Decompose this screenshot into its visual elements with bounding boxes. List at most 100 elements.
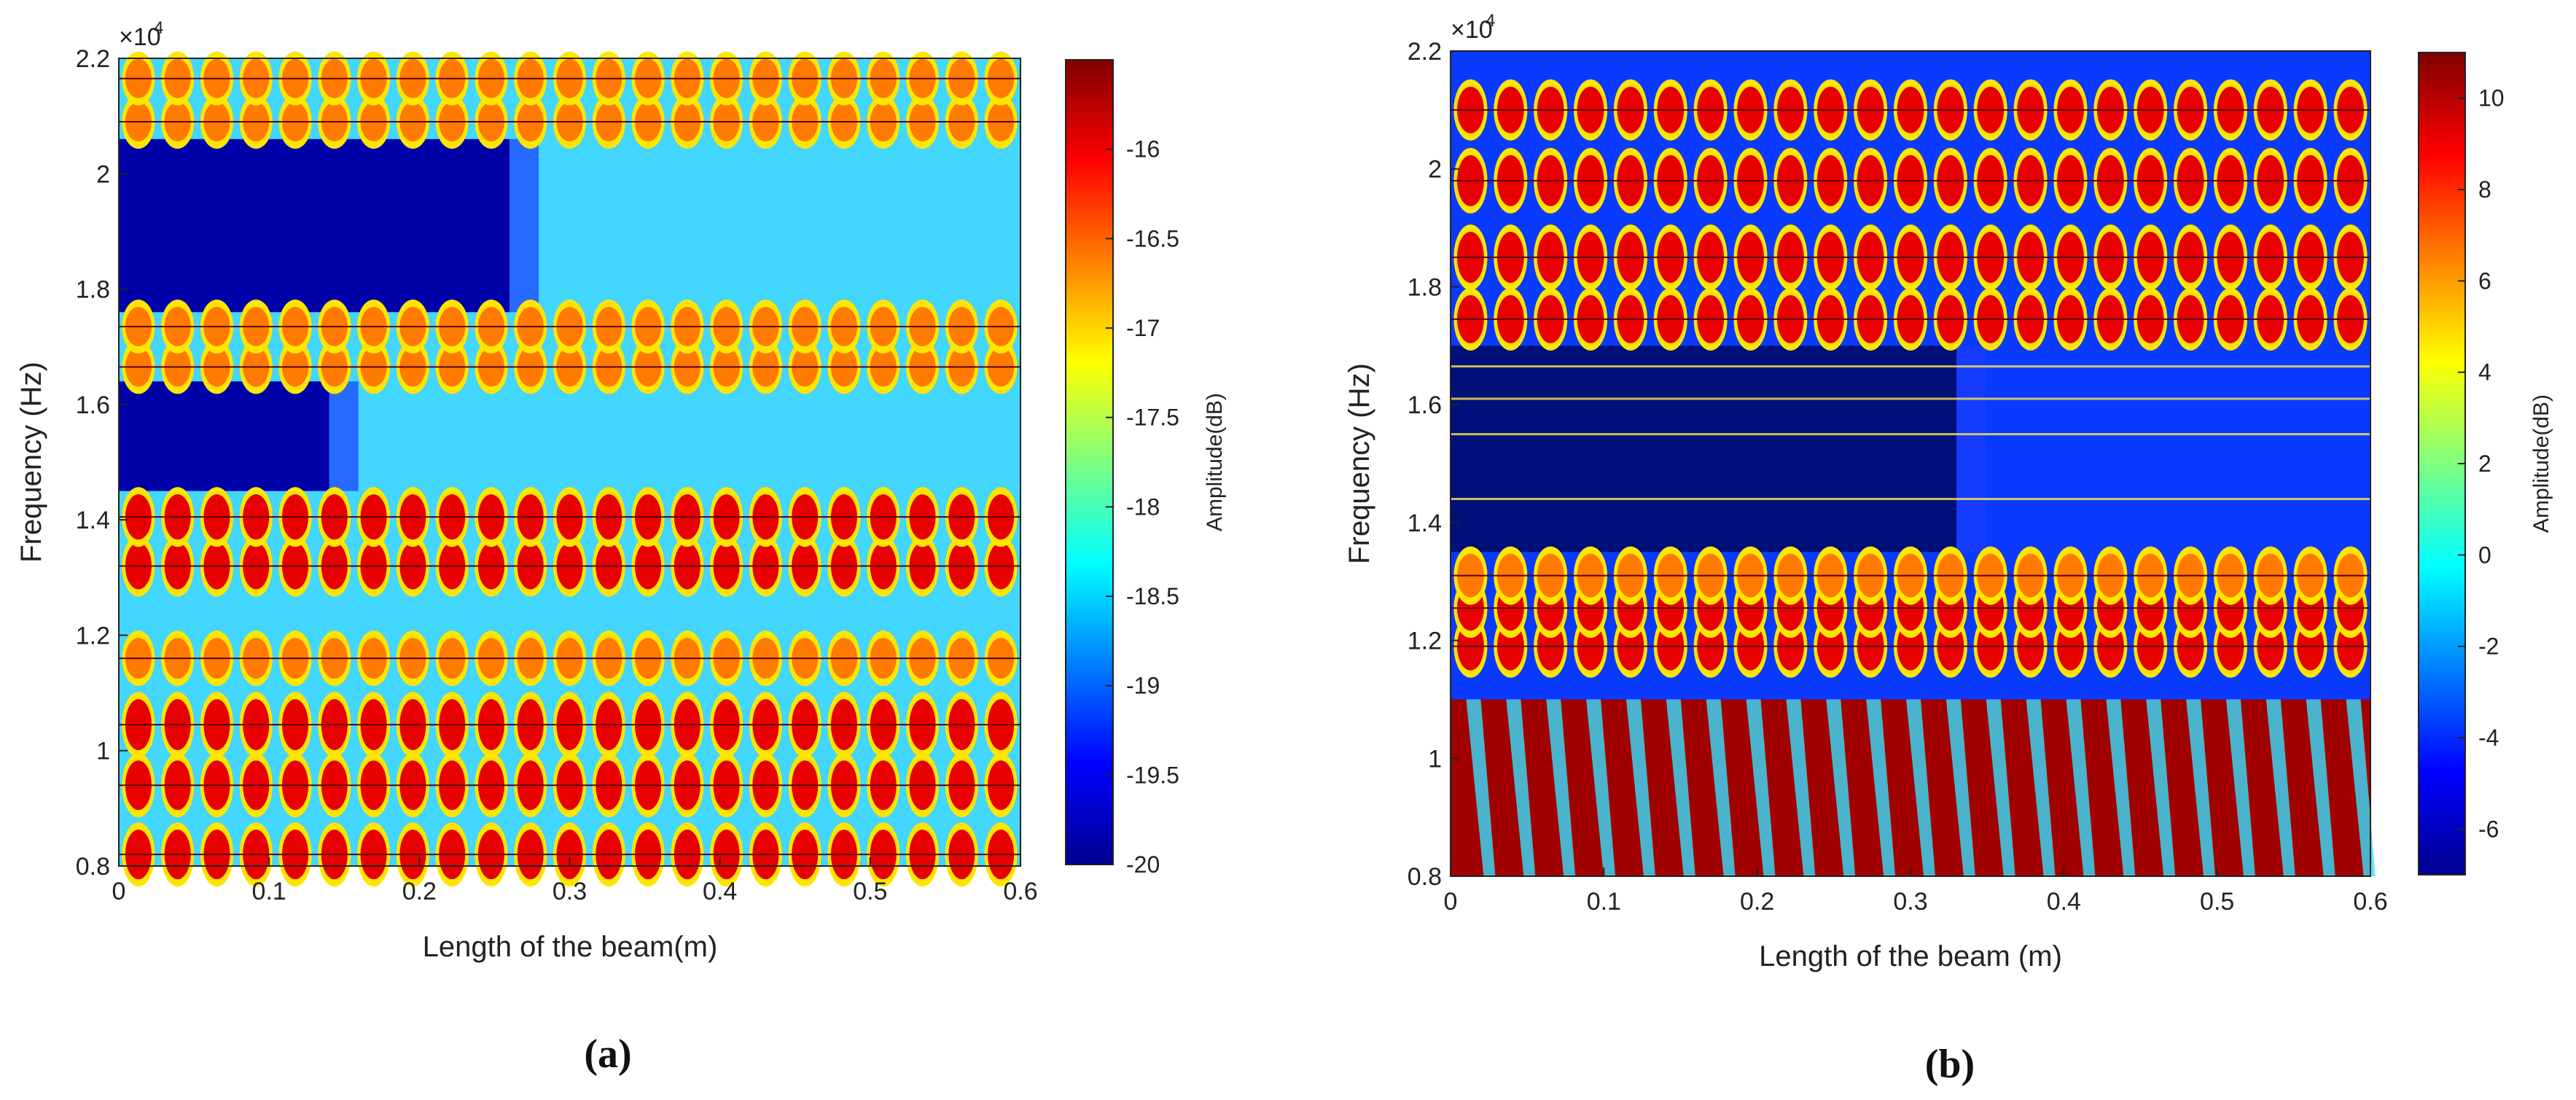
panel-b-colorbar-tick-label: -4 [2478, 725, 2499, 751]
panel-a-axes: 0 0.1 0.2 0.3 0.4 0.5 0.6 0.8 1 1.2 1.4 1.6 1.8 2 2.2 [76, 45, 1038, 905]
panel-a-x-tick-label: 0 [112, 878, 126, 905]
panel-b-dark-region-fade [1956, 346, 1986, 553]
panel-b-streak [2346, 699, 2376, 876]
panel-b-x-axis-label: Length of the beam (m) [1759, 940, 2062, 972]
panel-b-caption: (b) [1925, 1042, 1975, 1087]
panel-a-dark-region-fade [510, 139, 539, 313]
panel-b-streak [2066, 699, 2096, 876]
panel-a-y-tick-label: 1.8 [76, 276, 110, 304]
panel-b-streak [1746, 699, 1776, 876]
panel-b-axes: 0 0.1 0.2 0.3 0.4 0.5 0.6 0.8 1 1.2 1.4 1.6 1.8 2 2.2 [1408, 38, 2388, 916]
panel-b-colorbar-gradient [2418, 52, 2466, 875]
panel-a-colorbar-ticks: -16 -16.5 -17 -17.5 -18 -18.5 -19 -19.5 -20 [1106, 136, 1179, 878]
panel-b: 0 0.1 0.2 0.3 0.4 0.5 0.60.811.21.41.61.822.2 … [1343, 11, 2553, 1087]
panel-a-colorbar-tick-label: -16 [1126, 136, 1160, 163]
panel-a-y-tick-label: 1.4 [76, 507, 110, 534]
panel-a-dark-region [119, 139, 510, 313]
panel-b-y-exponent-power: 4 [1486, 11, 1495, 31]
panel-b-streak [1506, 699, 1536, 876]
panel-a-dark-region-fade [329, 381, 359, 491]
panel-b-streak [1986, 699, 2015, 876]
panel-b-x-tick-label: 0.6 [2353, 888, 2387, 916]
panel-b-colorbar-label: Amplitude(dB) [2529, 394, 2553, 533]
panel-b-streak [1945, 699, 1975, 876]
panel-b-y-tick-label: 1.6 [1408, 391, 1442, 419]
panel-b-y-axis-label: Frequency (Hz) [1343, 363, 1375, 564]
panel-a-y-tick-label: 2.2 [76, 45, 110, 73]
panel-a-y-tick-label: 1.2 [76, 622, 110, 650]
panel-a-x-axis-label: Length of the beam(m) [423, 931, 718, 963]
panel-a-colorbar-tick-label: -18.5 [1126, 583, 1179, 609]
panel-a-colorbar-tick-label: -20 [1126, 851, 1160, 878]
panel-b-colorbar-tick-label: 2 [2478, 450, 2491, 477]
panel-b-colorbar-tick-label: -2 [2478, 633, 2499, 660]
panel-a-x-tick-label: 0.1 [252, 878, 286, 905]
panel-b-streak [2265, 699, 2295, 876]
panel-a-y-exponent-base: ×10 [119, 23, 161, 51]
panel-a-y-exponent-power: 4 [154, 18, 163, 38]
panel-b-streak [2106, 699, 2136, 876]
panel-b-heatmap-marks [1451, 79, 2376, 876]
panel-a-y-tick-label: 0.8 [76, 853, 110, 881]
panel-b-streak [2186, 699, 2216, 876]
panel-b-streak [2225, 699, 2255, 876]
panel-b-x-tick-label: 0.5 [2200, 888, 2234, 916]
panel-a-colorbar-tick-label: -19.5 [1126, 762, 1179, 788]
panel-a-y-tick-label: 1.6 [76, 391, 110, 419]
panel-a-colorbar-tick-label: -16.5 [1126, 225, 1179, 251]
panel-b-colorbar-tick-label: -6 [2478, 816, 2499, 842]
panel-b-colorbar-ticks: 10 8 6 4 2 0 -2 -4 -6 [2458, 85, 2505, 842]
panel-b-y-tick-label: 2.2 [1408, 38, 1442, 66]
panel-b-streak [1625, 699, 1655, 876]
panel-b-colorbar-tick-label: 0 [2478, 542, 2491, 568]
panel-b-colorbar-tick-label: 10 [2478, 85, 2505, 112]
panel-b-y-tick-label: 1 [1428, 745, 1442, 773]
panel-b-streak [1786, 699, 1816, 876]
panel-a-y-tick-label: 1 [96, 738, 110, 765]
panel-b-colorbar-tick-label: 8 [2478, 176, 2491, 203]
panel-a-y-axis-label: Frequency (Hz) [15, 362, 47, 563]
panel-b-y-tick-label: 0.8 [1408, 863, 1442, 891]
panel-b-x-tick-label: 0.3 [1893, 888, 1927, 916]
panel-a-x-tick-label: 0.3 [553, 878, 587, 905]
panel-a-colorbar-tick-label: -17.5 [1126, 405, 1179, 431]
panel-b-streak [1706, 699, 1736, 876]
panel-b-colorbar-tick-label: 4 [2478, 359, 2491, 386]
panel-a-colorbar-tick-label: -17 [1126, 315, 1160, 341]
panel-b-streak [1826, 699, 1856, 876]
panel-b-dark-region [1451, 346, 1957, 553]
panel-a-colorbar-tick-label: -19 [1126, 673, 1160, 699]
panel-b-x-tick-label: 0 [1444, 888, 1458, 916]
panel-b-streak [1466, 699, 1496, 876]
panel-a-heatmap-marks [119, 51, 1020, 887]
panel-b-y-exponent-base: ×10 [1451, 16, 1493, 44]
panel-b-streak [2306, 699, 2335, 876]
panel-b-x-tick-label: 0.2 [1740, 888, 1774, 916]
panel-b-streak [2146, 699, 2176, 876]
panel-a-x-tick-label: 0.2 [402, 878, 437, 905]
panel-a-dark-region [119, 381, 329, 491]
panel-a-x-tick-label: 0.5 [853, 878, 887, 905]
panel-b-plot-area [1450, 50, 2376, 877]
panel-b-x-tick-label: 0.4 [2047, 888, 2081, 916]
panel-a-plot-area [118, 51, 1021, 887]
panel-a-y-tick-label: 2 [96, 160, 110, 188]
panel-b-streak [1906, 699, 1935, 876]
panel-a-x-tick-label: 0.4 [703, 878, 737, 905]
panel-b-x-tick-label: 0.1 [1587, 888, 1621, 916]
panel-a-colorbar-tick-label: -18 [1126, 494, 1160, 520]
panel-b-y-tick-label: 1.8 [1408, 273, 1442, 301]
panel-b-y-tick-label: 2 [1428, 156, 1442, 184]
panel-a-x-tick-label: 0.6 [1003, 878, 1037, 905]
panel-b-streak [1866, 699, 1896, 876]
panel-a-caption: (a) [584, 1031, 631, 1077]
panel-b-colorbar: 10 8 6 4 2 0 -2 -4 -6 Amplitude(dB) [2418, 52, 2553, 875]
panel-a-colorbar-gradient [1065, 59, 1114, 865]
panel-b-streak [2026, 699, 2056, 876]
panel-b-y-tick-label: 1.2 [1408, 628, 1442, 655]
panel-b-colorbar-tick-label: 6 [2478, 268, 2491, 294]
panel-b-streak [1586, 699, 1616, 876]
panel-a-colorbar: -16 -16.5 -17 -17.5 -18 -18.5 -19 -19.5 -20 Ampl… [1065, 59, 1227, 878]
panel-b-streak [1666, 699, 1695, 876]
